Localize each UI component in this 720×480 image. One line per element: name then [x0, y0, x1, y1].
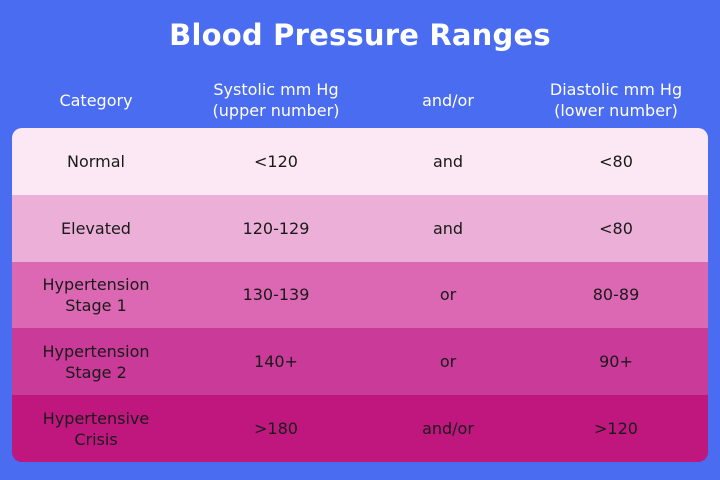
systolic-cell: 120-129	[242, 218, 310, 238]
table-row-stage2: Hypertension Stage 2 140+ or 90+	[12, 328, 708, 396]
header-category: Category	[59, 90, 133, 110]
header-systolic: Systolic mm Hg (upper number)	[212, 80, 340, 120]
systolic-cell: <120	[254, 151, 298, 171]
table-row-crisis: Hypertensive Crisis >180 and/or >120	[12, 395, 708, 462]
category-cell: Hypertension Stage 2	[42, 341, 150, 382]
table-row-stage1: Hypertension Stage 1 130-139 or 80-89	[12, 261, 708, 329]
andor-cell: and/or	[422, 419, 474, 439]
table-row-normal: Normal <120 and <80	[12, 128, 708, 195]
andor-cell: or	[439, 352, 457, 372]
diastolic-cell: 80-89	[592, 285, 640, 305]
diastolic-cell: >120	[594, 419, 638, 439]
andor-cell: or	[439, 285, 457, 305]
category-cell: Elevated	[61, 218, 131, 238]
andor-cell: and	[432, 218, 464, 238]
page-title: Blood Pressure Ranges	[169, 18, 551, 52]
systolic-cell: 140+	[254, 352, 298, 372]
header-andor: and/or	[422, 90, 474, 110]
andor-cell: and	[432, 151, 464, 171]
table-header: Category Systolic mm Hg (upper number) a…	[12, 76, 708, 124]
bp-table: Normal <120 and <80 Elevated 120-129 and…	[12, 128, 708, 462]
category-cell: Hypertension Stage 1	[42, 274, 150, 315]
header-diastolic: Diastolic mm Hg (lower number)	[549, 80, 683, 120]
systolic-cell: >180	[254, 419, 298, 439]
diastolic-cell: <80	[599, 218, 633, 238]
systolic-cell: 130-139	[242, 285, 310, 305]
diastolic-cell: <80	[599, 151, 633, 171]
table-row-elevated: Elevated 120-129 and <80	[12, 194, 708, 262]
category-cell: Hypertensive Crisis	[42, 408, 150, 449]
diastolic-cell: 90+	[599, 352, 633, 372]
category-cell: Normal	[67, 151, 125, 171]
